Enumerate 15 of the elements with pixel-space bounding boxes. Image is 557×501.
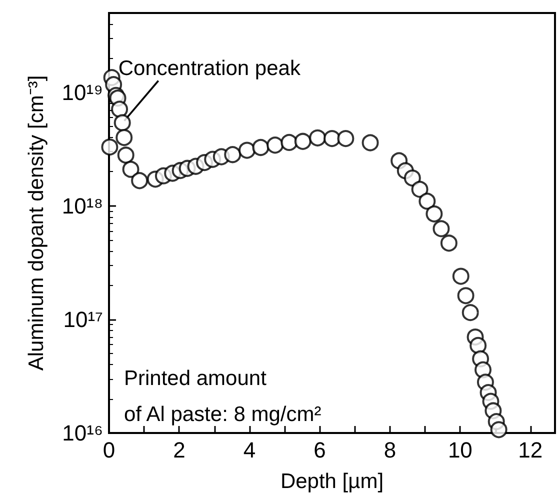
x-tick-label: 2 [173,438,186,462]
x-tick-label: 6 [314,438,326,462]
y-axis-title: Aluminum dopant density [cm⁻³] [25,75,48,371]
y-tick-label: 10¹⁶ [62,420,103,446]
x-tick-label: 10 [448,438,472,462]
y-tick-label: 10¹⁹ [62,80,103,105]
x-tick-label: 8 [384,438,396,462]
annotation: Concentration peak [118,56,301,80]
x-axis-title: Depth [µm] [280,470,384,493]
x-tick-label: 4 [243,438,256,462]
x-tick-label: 0 [102,438,116,462]
annotation: Printed amount of Al paste: 8 mg/cm² [124,367,322,426]
y-tick-label: 10¹⁷ [63,306,104,332]
x-tick-label: 12 [518,438,543,462]
y-tick-label: 10¹⁸ [62,193,103,218]
